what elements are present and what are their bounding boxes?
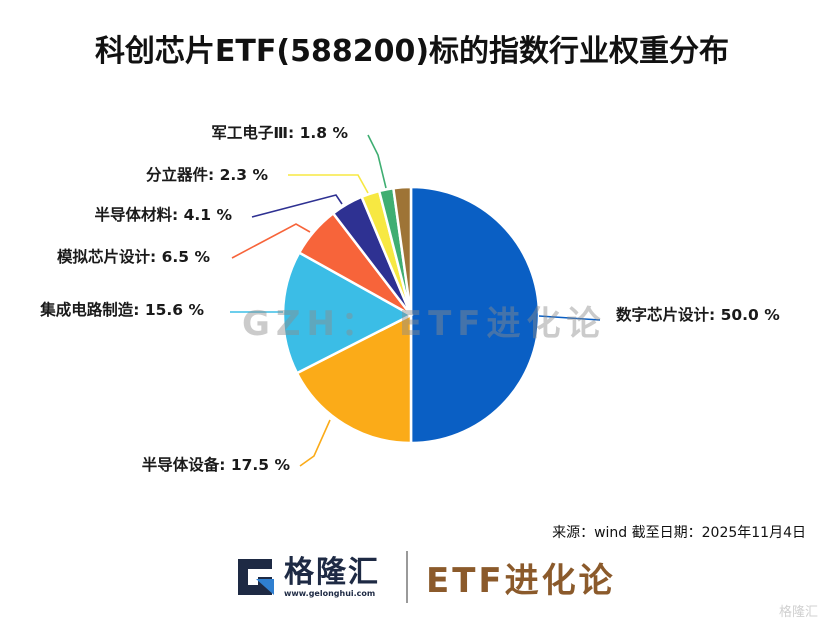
- leader-lines: [230, 134, 601, 467]
- corner-watermark: 格隆汇: [778, 605, 818, 620]
- slice-label: 军工电子Ⅲ: 1.8 %: [211, 123, 348, 142]
- pie-slice: [281, 250, 414, 375]
- logo-name: 格隆汇: [284, 554, 380, 590]
- slice-label: 数字芯片设计: 50.0 %: [616, 305, 780, 324]
- leader-line: [288, 174, 369, 194]
- slice-labels: 数字芯片设计: 50.0 % 半导体设备: 17.5 % 集成电路制造: 15.6 …: [39, 123, 780, 474]
- slice-label: 半导体材料: 4.1 %: [95, 205, 233, 224]
- leader-line: [231, 223, 311, 259]
- slice-label: 模拟芯片设计: 6.5 %: [57, 247, 210, 266]
- footer-branding: 格隆汇 www.gelonghui.com ETF进化论: [236, 547, 616, 607]
- gelonghui-logo-icon: [236, 557, 276, 597]
- logo-url: www.gelonghui.com: [284, 588, 376, 598]
- slice-label: 分立器件: 2.3 %: [146, 165, 268, 184]
- footer-divider: [406, 551, 408, 603]
- leader-line: [251, 194, 343, 218]
- leader-line: [367, 134, 387, 189]
- leader-line: [299, 419, 331, 467]
- leader-line: [538, 315, 601, 321]
- chart-title: 科创芯片ETF(588200)标的指数行业权重分布: [94, 34, 730, 69]
- watermark-text: GZH： ETF进化论: [242, 304, 607, 344]
- slice-label: 半导体设备: 17.5 %: [142, 455, 291, 474]
- pie-slice: [391, 185, 413, 316]
- pie-slice: [295, 312, 413, 445]
- pie-slices: [281, 185, 541, 445]
- slice-label: 集成电路制造: 15.6 %: [39, 300, 204, 319]
- brand-name: ETF进化论: [426, 560, 616, 601]
- source-note: 来源：wind 截至日期：2025年11月4日: [552, 525, 806, 541]
- pie-slice: [409, 185, 541, 445]
